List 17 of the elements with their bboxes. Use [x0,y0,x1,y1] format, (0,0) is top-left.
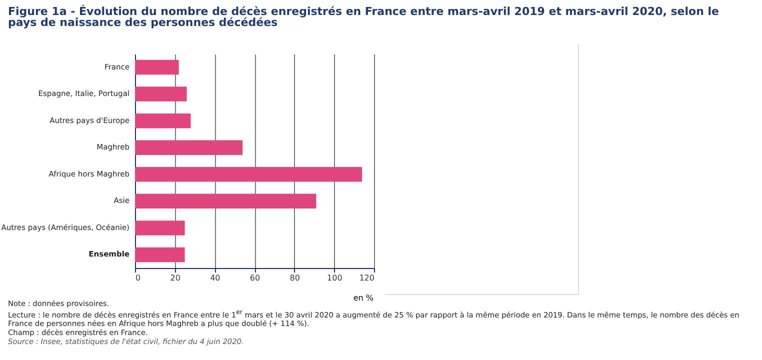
x-tick-label: 20 [170,274,180,282]
bar [135,86,187,102]
x-tick-label: 100 [327,274,342,282]
bar [135,140,243,155]
bar [135,194,316,209]
bar [135,113,191,128]
bar [135,220,185,236]
x-tick-label: 40 [210,274,220,282]
chart-title: Figure 1a - Évolution du nombre de décès enregistrés en France entre mars-avril 2019 et mars-avril 2020, selon le pays de naissance des personnes décédées [8,5,720,29]
bar [135,247,185,262]
x-tick-label: 120 [359,274,374,282]
x-tick-label: 0 [136,274,141,282]
x-tick-label: 60 [250,274,260,282]
bar [135,167,362,182]
x-tick-label: 80 [290,274,300,282]
x-axis-title: en % [353,294,374,302]
bar [135,60,179,75]
